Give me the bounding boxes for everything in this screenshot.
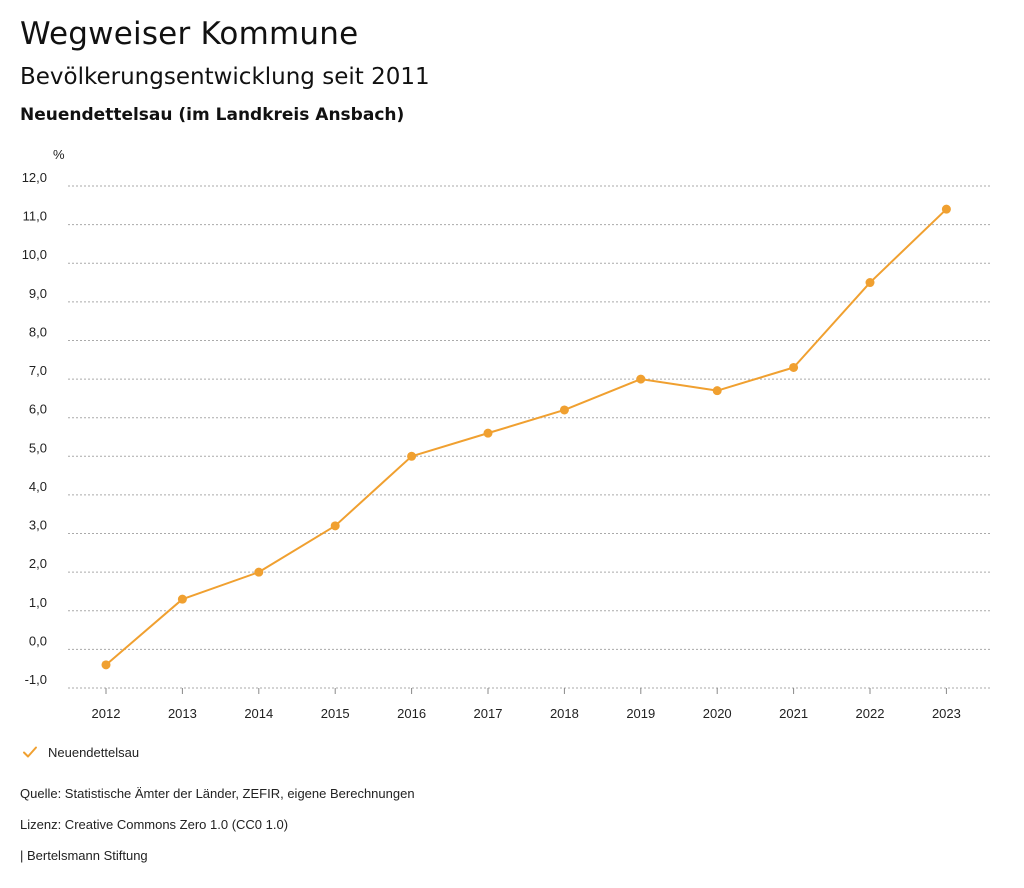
data-point-2022 (865, 278, 875, 288)
grid-lines (68, 185, 990, 689)
y-tick-label: 7,0 (29, 363, 47, 378)
y-tick-label: 3,0 (29, 518, 47, 533)
data-point-2014 (254, 567, 264, 577)
x-tick-label: 2017 (474, 706, 503, 721)
data-point-2015 (330, 521, 340, 531)
y-tick-label: 5,0 (29, 440, 47, 455)
legend-label: Neuendettelsau (48, 744, 140, 760)
y-tick-label: 2,0 (29, 556, 47, 571)
series-layer (101, 204, 951, 670)
y-tick-label: 11,0 (23, 209, 47, 224)
data-point-2017 (483, 428, 493, 438)
legend-item-neuendettelsau[interactable]: Neuendettelsau (22, 744, 139, 760)
y-axis-ticks: -1,0 0,0 1,0 2,0 3,0 4,0 5,0 6,0 7,0 8,0 9,0 10,0 11… (22, 170, 47, 687)
data-point-2018 (559, 405, 569, 415)
x-tick-label: 2022 (856, 706, 885, 721)
x-tick-label: 2015 (321, 706, 350, 721)
x-tick-label: 2012 (92, 706, 121, 721)
data-point-2020 (712, 386, 722, 396)
y-tick-label: 6,0 (29, 402, 47, 417)
y-tick-label: 4,0 (29, 479, 47, 494)
page-title: Wegweiser Kommune (20, 16, 359, 52)
y-tick-label: 8,0 (29, 324, 47, 339)
x-axis-ticks: 2012 2013 2014 2015 2016 2017 2018 2019 2020 2021… (92, 688, 961, 721)
y-tick-label: 12,0 (22, 170, 47, 185)
data-point-2013 (177, 594, 187, 604)
x-tick-label: 2014 (244, 706, 273, 721)
x-tick-label: 2020 (703, 706, 732, 721)
y-tick-label: 1,0 (29, 595, 47, 610)
y-tick-label: 10,0 (22, 247, 47, 262)
y-axis-unit-label: % (53, 147, 65, 162)
data-point-2023 (941, 204, 951, 214)
region-heading: Neuendettelsau (im Landkreis Ansbach) (20, 105, 405, 125)
series-line-neuendettelsau (105, 208, 948, 666)
license-note: Lizenz: Creative Commons Zero 1.0 (CC0 1… (20, 817, 289, 832)
data-point-2019 (636, 374, 646, 384)
y-tick-label: 9,0 (29, 286, 47, 301)
x-tick-label: 2023 (932, 706, 961, 721)
data-point-2021 (789, 362, 799, 372)
x-tick-label: 2021 (779, 706, 808, 721)
y-tick-label: -1,0 (25, 672, 47, 687)
x-tick-label: 2016 (397, 706, 426, 721)
data-point-2012 (101, 660, 111, 670)
source-note: Quelle: Statistische Ämter der Länder, Z… (20, 786, 415, 801)
y-tick-label: 0,0 (29, 633, 47, 648)
x-tick-label: 2019 (626, 706, 655, 721)
x-tick-label: 2013 (168, 706, 197, 721)
check-icon (23, 746, 37, 758)
line-chart: % -1,0 0,0 1,0 2,0 3,0 4,0 5,0 6,0 7,0 8,0 9,0 10,0… (22, 147, 990, 721)
data-point-2016 (407, 451, 417, 461)
publisher-note: | Bertelsmann Stiftung (20, 848, 148, 863)
x-tick-label: 2018 (550, 706, 579, 721)
chart-subtitle: Bevölkerungsentwicklung seit 2011 (20, 64, 430, 90)
